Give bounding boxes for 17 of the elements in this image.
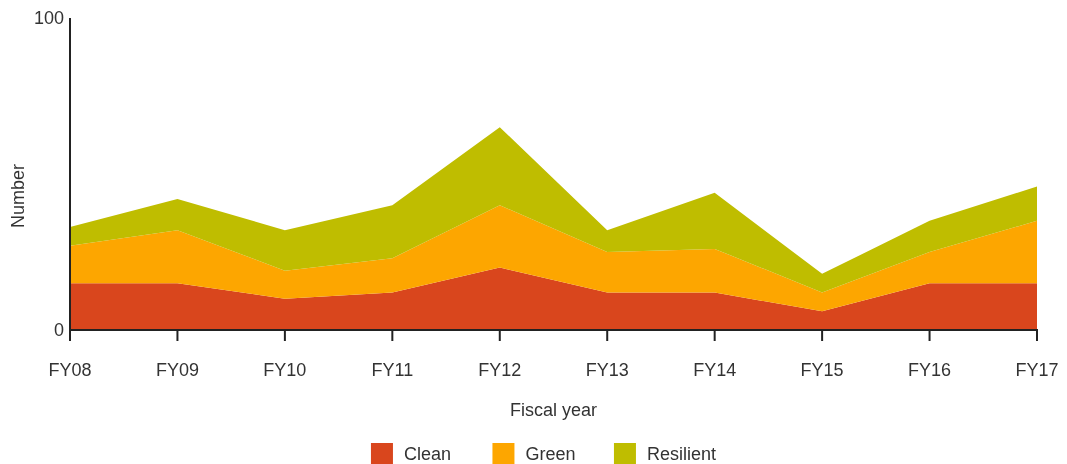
x-tick-label: FY17 <box>1015 360 1059 381</box>
legend-label: Clean <box>403 444 451 464</box>
x-tick-label: FY16 <box>908 360 952 381</box>
x-tick-label: FY15 <box>800 360 844 381</box>
x-tick-label: FY09 <box>155 360 199 381</box>
legend-label: Resilient <box>646 444 716 464</box>
x-axis-title: Fiscal year <box>509 400 598 421</box>
y-tick-label: 0 <box>53 320 64 341</box>
x-tick-label: FY12 <box>478 360 522 381</box>
x-tick-label: FY11 <box>371 360 414 381</box>
y-axis-title: Number <box>8 163 29 229</box>
x-tick-label: FY13 <box>585 360 629 381</box>
x-tick-label: FY10 <box>263 360 307 381</box>
x-tick-label: FY14 <box>693 360 737 381</box>
y-tick-label: 100 <box>33 8 64 29</box>
x-tick-label: FY08 <box>48 360 92 381</box>
legend-label: Green <box>525 444 576 464</box>
